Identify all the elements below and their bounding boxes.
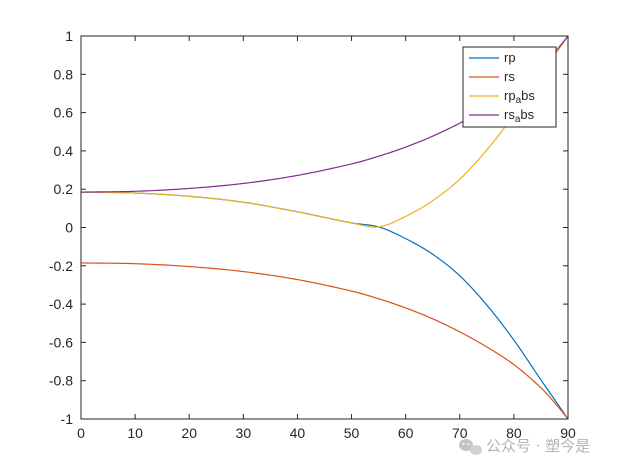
x-tick-label: 10	[127, 425, 143, 441]
x-tick-label: 80	[506, 425, 522, 441]
y-tick-label: -0.6	[49, 334, 73, 350]
watermark: 公众号 · 塑今是	[459, 437, 590, 455]
x-tick-label: 20	[181, 425, 197, 441]
y-tick-label: 0	[65, 220, 73, 236]
series-line-rpabs	[80, 35, 569, 228]
legend-label-rsabs: rsabs	[504, 107, 535, 125]
x-tick-label: 0	[77, 425, 85, 441]
x-tick-label: 90	[560, 425, 576, 441]
legend-label-rs: rs	[504, 69, 515, 84]
y-tick-label: -0.2	[49, 258, 73, 274]
legend-label-rpabs: rpabs	[504, 88, 535, 106]
x-tick-label: 30	[236, 425, 252, 441]
y-tick-label: 1	[65, 28, 73, 44]
y-tick-label: -0.4	[49, 296, 73, 312]
x-tick-label: 40	[290, 425, 306, 441]
x-tick-label: 70	[452, 425, 468, 441]
y-tick-label: 0.8	[54, 66, 74, 82]
x-tick-label: 50	[344, 425, 360, 441]
series-layer	[80, 35, 569, 420]
y-tick-label: -1	[61, 411, 74, 427]
legend-label-rp: rp	[504, 50, 516, 65]
watermark-text: 公众号 · 塑今是	[486, 437, 590, 455]
wechat-icon	[459, 439, 482, 455]
y-tick-label: 0.6	[54, 105, 74, 121]
series-line-rs	[80, 262, 569, 420]
y-tick-label: 0.4	[54, 143, 74, 159]
x-tick-label: 60	[398, 425, 414, 441]
y-tick-label: -0.8	[49, 373, 73, 389]
ticks-layer: 0 10 20 30 40 50 60 70 80 90 -1 -0.8 -0.6 -0.4 -0.2 0 0.…	[49, 28, 576, 441]
y-tick-label: 0.2	[54, 181, 74, 197]
legend-box	[462, 46, 557, 128]
